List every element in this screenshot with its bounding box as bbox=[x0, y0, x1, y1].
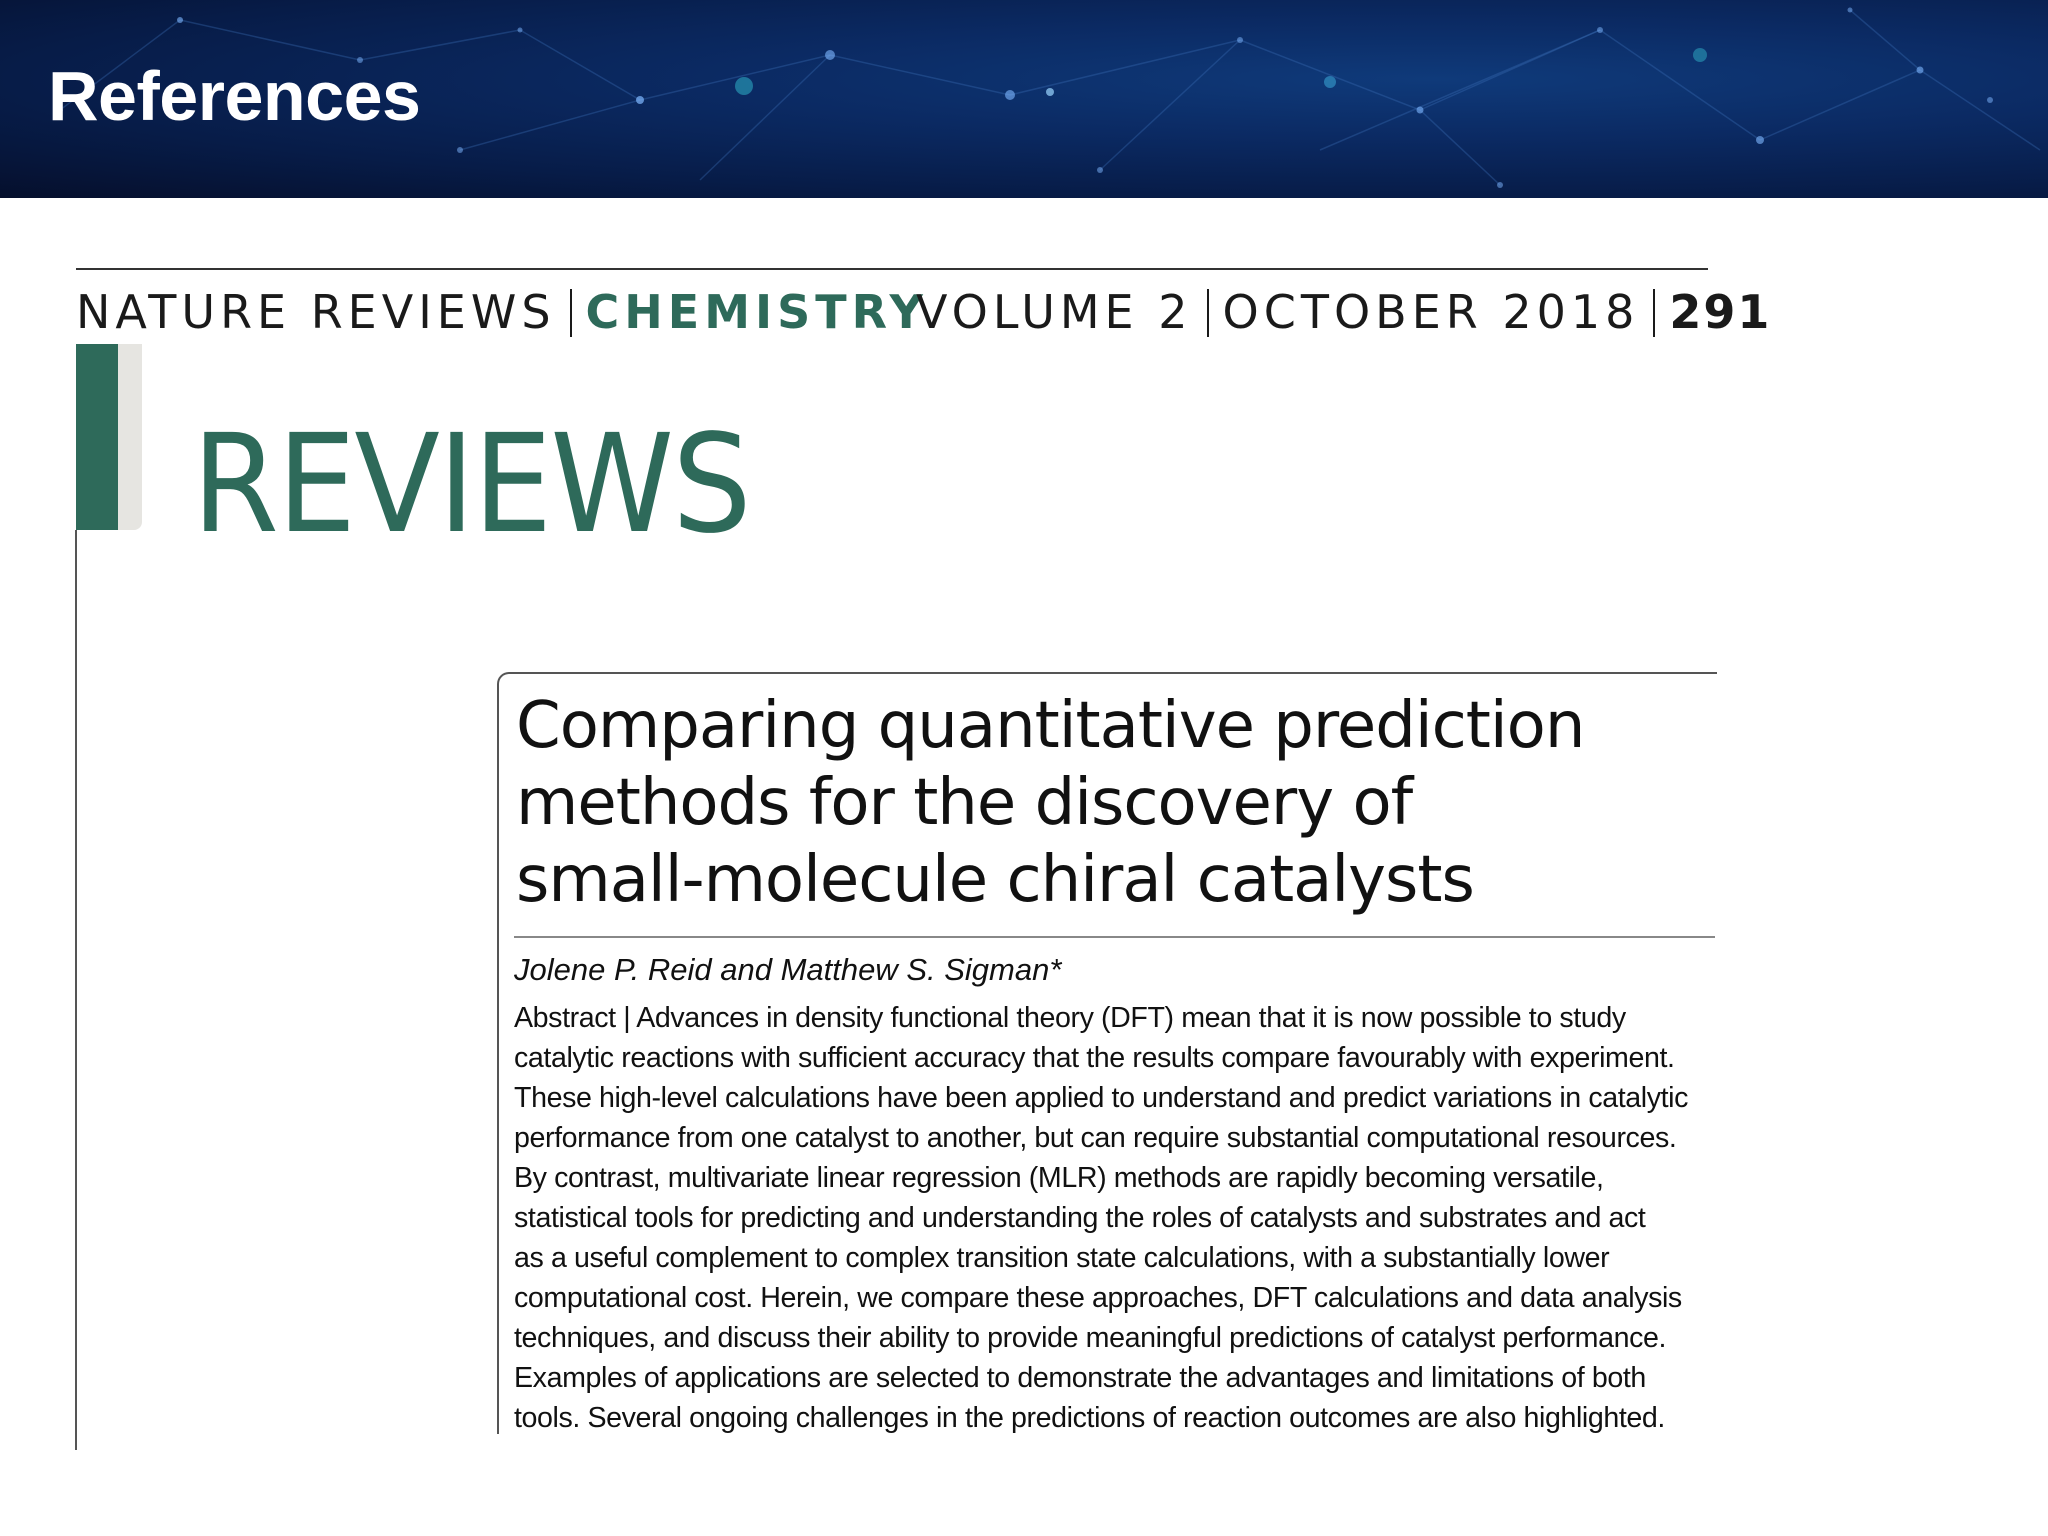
article-frame bbox=[497, 672, 1717, 1434]
abstract-line: tools. Several ongoing challenges in the… bbox=[514, 1402, 1665, 1434]
article-title-line: Comparing quantitative prediction bbox=[516, 689, 1585, 763]
abstract-line: performance from one catalyst to another… bbox=[514, 1122, 1677, 1154]
page-number: 291 bbox=[1669, 285, 1772, 339]
slide-title: References bbox=[48, 57, 421, 135]
page-divider bbox=[1653, 288, 1656, 337]
slide-header-banner: References bbox=[0, 0, 2048, 198]
issue-date: OCTOBER 2018 bbox=[1222, 285, 1640, 339]
article-title-line: methods for the discovery of bbox=[516, 766, 1413, 840]
issue-info: VOLUME 2 OCTOBER 2018 291 bbox=[916, 276, 1771, 348]
abstract-line: statistical tools for predicting and und… bbox=[514, 1202, 1646, 1234]
masthead-divider bbox=[569, 288, 572, 337]
article-title-line: small-molecule chiral catalysts bbox=[516, 843, 1475, 917]
abstract-line: These high-level calculations have been … bbox=[514, 1082, 1689, 1114]
issue-divider bbox=[1206, 288, 1209, 337]
article-type-label: REVIEWS bbox=[192, 406, 752, 564]
title-divider bbox=[514, 936, 1715, 938]
network-background-graphic bbox=[57, 7, 2041, 188]
page-left-rule bbox=[75, 530, 77, 1450]
article-abstract: Abstract | Advances in density functiona… bbox=[514, 998, 1714, 1438]
masthead-top-rule bbox=[76, 268, 1708, 270]
journal-name: NATURE REVIEWS bbox=[76, 285, 556, 339]
article-title: Comparing quantitative prediction method… bbox=[516, 688, 1706, 919]
section-accent-bar bbox=[76, 344, 118, 530]
journal-section: CHEMISTRY bbox=[585, 285, 928, 339]
abstract-line: Abstract | Advances in density functiona… bbox=[514, 1002, 1626, 1034]
journal-masthead: NATURE REVIEWS CHEMISTRY bbox=[76, 276, 928, 348]
issue-volume: VOLUME 2 bbox=[916, 285, 1193, 339]
abstract-line: as a useful complement to complex transi… bbox=[514, 1242, 1610, 1274]
paper-excerpt: NATURE REVIEWS CHEMISTRY VOLUME 2 OCTOBER … bbox=[0, 198, 2048, 1536]
abstract-line: catalytic reactions with sufficient accu… bbox=[514, 1042, 1675, 1074]
section-accent-bar-shade bbox=[118, 344, 142, 530]
abstract-line: Examples of applications are selected to… bbox=[514, 1362, 1646, 1394]
abstract-line: techniques, and discuss their ability to… bbox=[514, 1322, 1667, 1354]
article-authors: Jolene P. Reid and Matthew S. Sigman* bbox=[514, 952, 1062, 987]
abstract-line: By contrast, multivariate linear regress… bbox=[514, 1162, 1604, 1194]
abstract-line: computational cost. Herein, we compare t… bbox=[514, 1282, 1682, 1314]
